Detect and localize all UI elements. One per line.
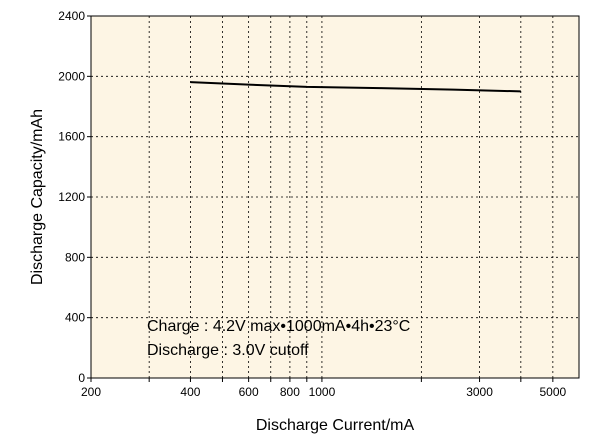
grid-lines: [91, 16, 579, 378]
x-tick-label: 5000: [539, 385, 566, 399]
x-tick-label: 1000: [309, 385, 336, 399]
charge-condition-annotation: Charge : 4.2V max•1000mA•4h•23°C: [147, 318, 410, 335]
y-tick-label: 2000: [58, 69, 85, 83]
y-tick-label: 400: [65, 311, 85, 325]
y-axis-label: Discharge Capacity/mAh: [29, 109, 46, 285]
y-tick-label: 1600: [58, 130, 85, 144]
series-group: [190, 81, 521, 93]
y-tick-labels: 0 400 800 1200 1600 2000 2400: [58, 9, 85, 385]
x-tick-label: 400: [180, 385, 200, 399]
x-tick-label: 200: [81, 385, 101, 399]
y-tick-label: 0: [78, 371, 85, 385]
discharge-condition-annotation: Discharge : 3.0V cutoff: [147, 342, 309, 359]
x-tick-label: 600: [239, 385, 259, 399]
plot-frame: [90, 15, 580, 379]
tick-marks: [87, 15, 554, 382]
series-line: [190, 81, 521, 93]
y-tick-label: 2400: [58, 9, 85, 23]
y-tick-label: 1200: [58, 190, 85, 204]
x-axis-label: Discharge Current/mA: [256, 417, 415, 434]
x-tick-label: 800: [280, 385, 300, 399]
x-tick-labels: 200 400 600 800 1000 3000 5000: [81, 385, 567, 399]
x-tick-label: 3000: [466, 385, 493, 399]
y-tick-label: 800: [65, 250, 85, 264]
